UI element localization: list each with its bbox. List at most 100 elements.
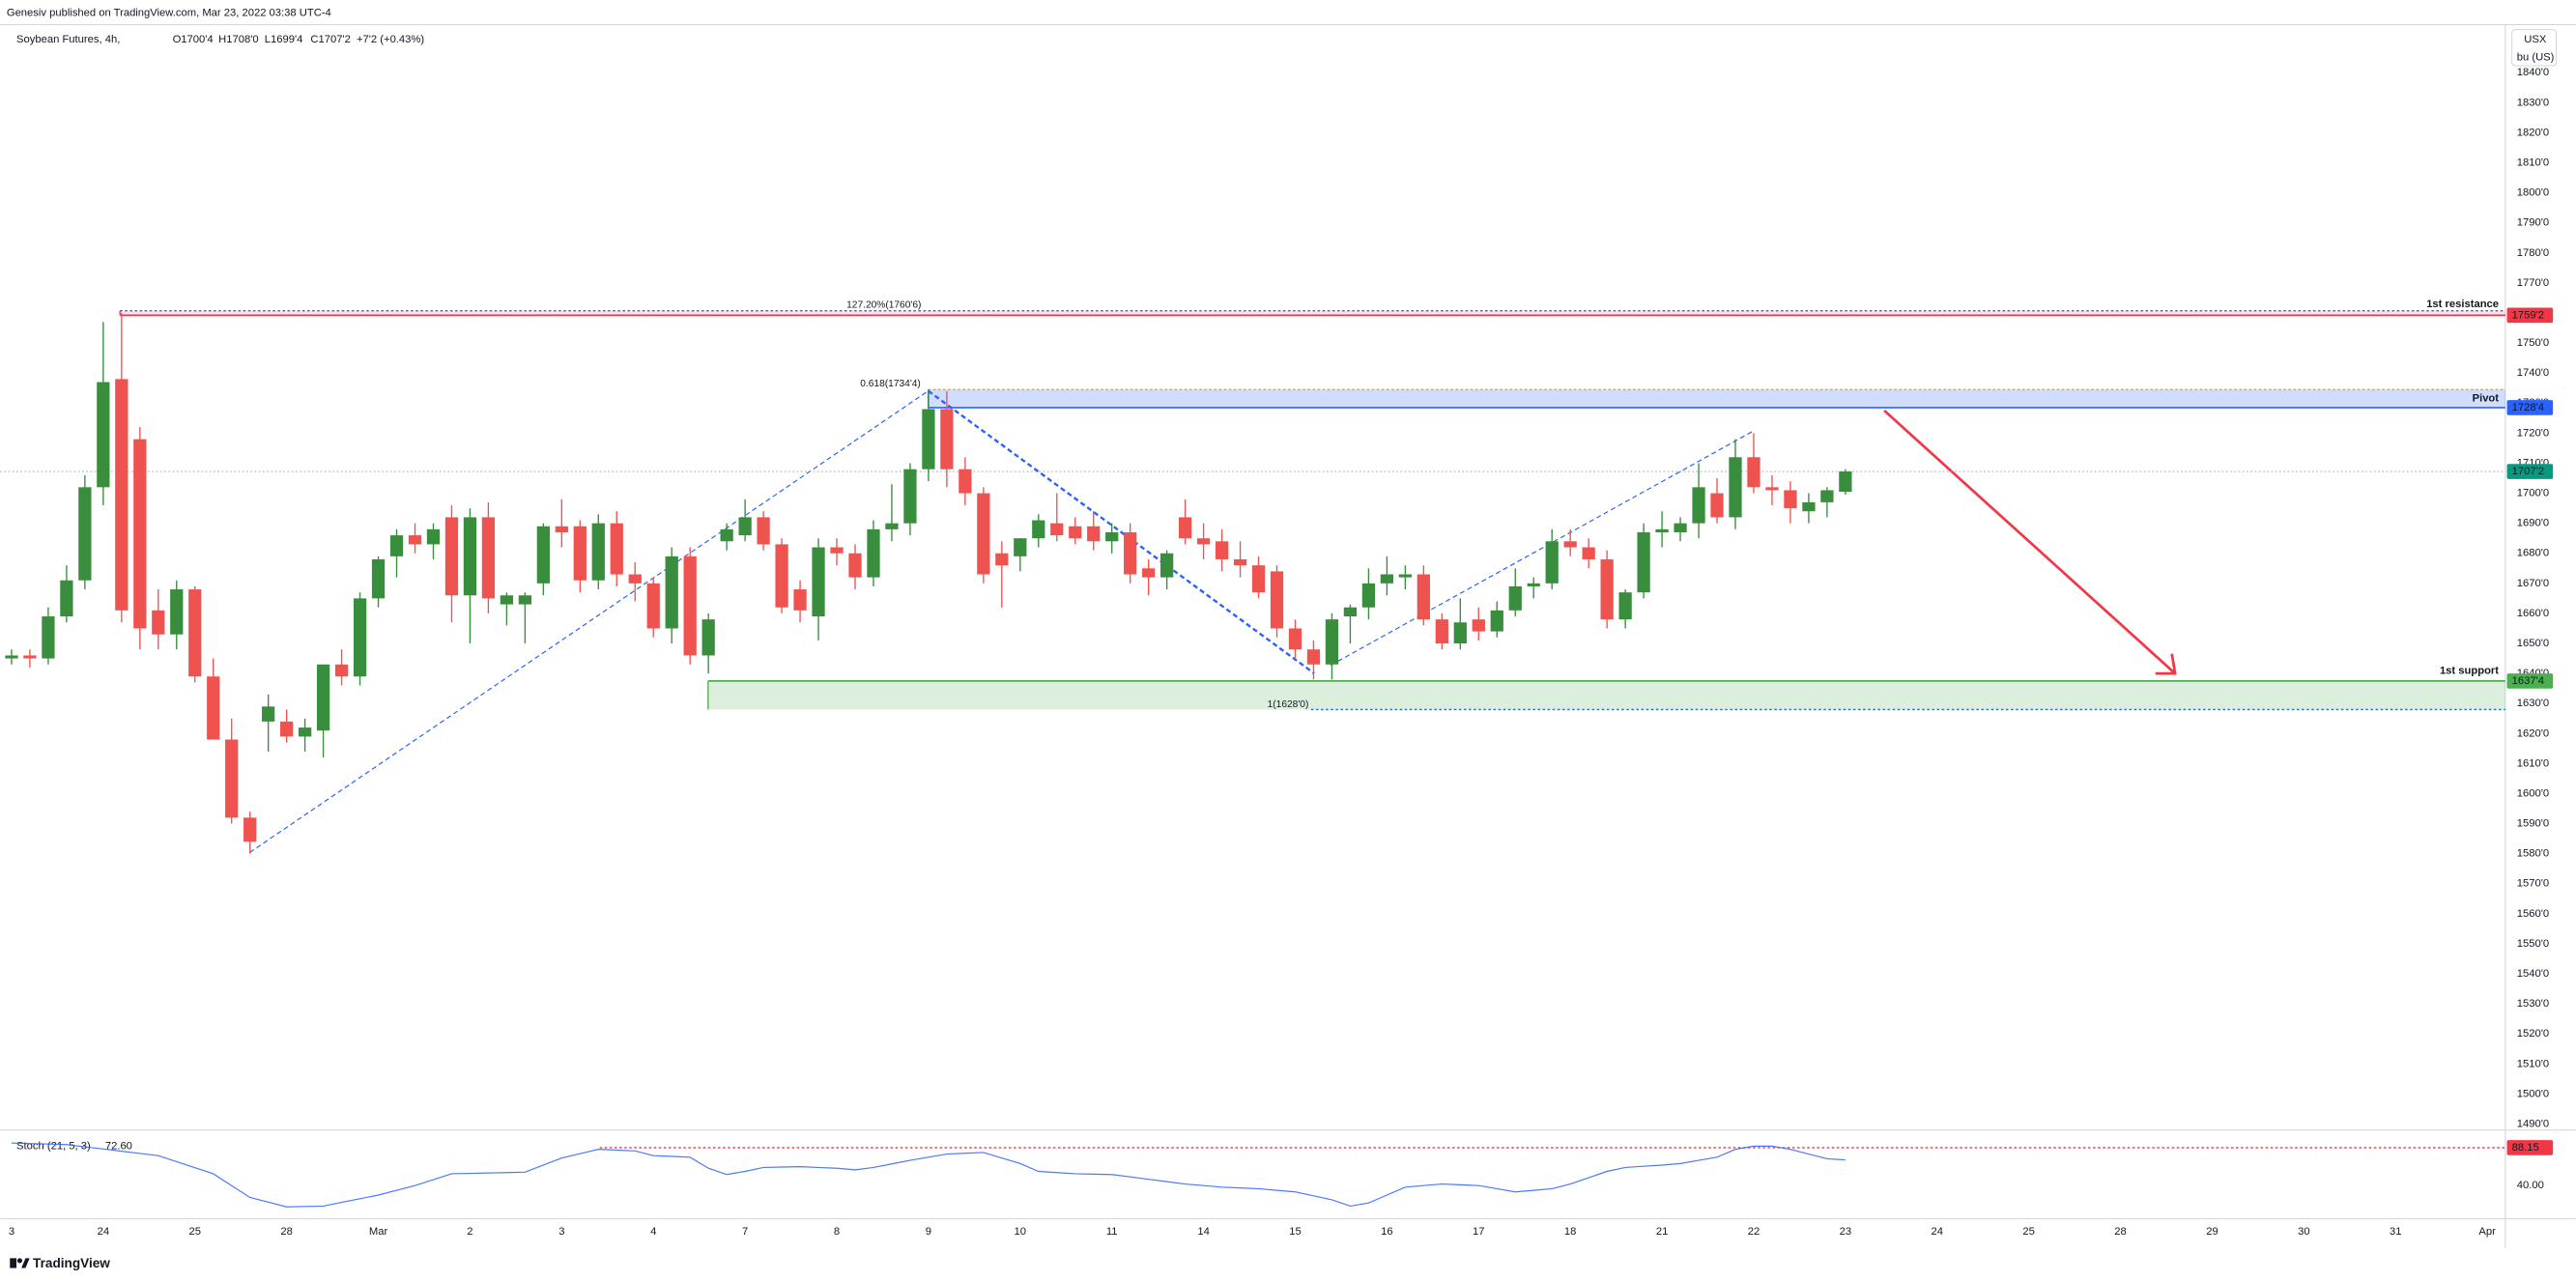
y-tick-label: 1820'0 bbox=[2517, 127, 2549, 138]
candle-body bbox=[1527, 583, 1540, 586]
candle-body bbox=[775, 544, 788, 608]
price-label: 1707'2 bbox=[2512, 466, 2544, 477]
logo-part bbox=[10, 1258, 17, 1268]
candle-body bbox=[1325, 619, 1339, 665]
fib-trend-line bbox=[249, 390, 929, 853]
x-tick-label: 7 bbox=[742, 1226, 748, 1238]
y-tick-label: 1690'0 bbox=[2517, 518, 2549, 529]
candle-body bbox=[334, 664, 349, 677]
candle-body bbox=[1784, 490, 1797, 509]
price-label-box bbox=[2506, 673, 2554, 689]
y-tick-label: 1520'0 bbox=[2517, 1028, 2549, 1040]
candle-body bbox=[1600, 558, 1614, 620]
y-tick-label: 1720'0 bbox=[2517, 427, 2549, 439]
stoch-level-label: 88.15 bbox=[2512, 1142, 2539, 1154]
candle-body bbox=[1196, 538, 1211, 545]
y-tick-label: 1630'0 bbox=[2517, 698, 2549, 709]
candle-body bbox=[1160, 553, 1174, 578]
legend-change: +7'2 (+0.43%) bbox=[357, 34, 424, 45]
candle-body bbox=[1178, 517, 1192, 539]
price-label-box bbox=[2506, 400, 2554, 415]
x-tick-label: 31 bbox=[2390, 1226, 2401, 1238]
candle-body bbox=[426, 528, 441, 545]
y-tick-label: 1670'0 bbox=[2517, 578, 2549, 589]
candle-body bbox=[408, 535, 422, 545]
candle-body bbox=[316, 664, 330, 731]
x-tick-label: 16 bbox=[1381, 1226, 1392, 1238]
candle-body bbox=[1380, 574, 1394, 584]
candle-body bbox=[371, 558, 386, 599]
candle-body bbox=[42, 616, 55, 659]
y-tick-label: 1750'0 bbox=[2517, 337, 2549, 349]
x-tick-label: 2 bbox=[467, 1226, 472, 1238]
level-zone bbox=[120, 310, 2505, 316]
footer-brand: TradingView bbox=[33, 1256, 110, 1270]
candle-body bbox=[1820, 490, 1834, 502]
candle-body bbox=[665, 556, 678, 629]
level-name: Pivot bbox=[2473, 393, 2500, 405]
candle-body bbox=[885, 523, 899, 529]
candle-body bbox=[757, 517, 770, 545]
candle-body bbox=[23, 655, 37, 659]
x-tick-label: 30 bbox=[2298, 1226, 2309, 1238]
y-tick-label: 1790'0 bbox=[2517, 217, 2549, 229]
candle-body bbox=[738, 517, 752, 536]
stoch-value: 72.60 bbox=[105, 1141, 132, 1153]
candle-body bbox=[1453, 622, 1467, 644]
x-tick-label: 17 bbox=[1473, 1226, 1484, 1238]
y-tick-label: 1710'0 bbox=[2517, 457, 2549, 469]
candle-body bbox=[1215, 541, 1229, 559]
candle-body bbox=[188, 589, 202, 677]
candle-body bbox=[646, 583, 660, 629]
candle-body bbox=[1124, 531, 1137, 575]
candle-body bbox=[152, 610, 165, 635]
candle-body bbox=[1306, 649, 1321, 665]
symbol-title: Soybean Futures, 4h, bbox=[16, 34, 120, 45]
level-zone bbox=[928, 389, 2505, 408]
candle-body bbox=[353, 598, 367, 677]
candle-body bbox=[720, 528, 733, 542]
candle-body bbox=[1618, 592, 1632, 620]
candle-body bbox=[830, 547, 844, 554]
fib-label: 127.20%(1760'6) bbox=[846, 299, 921, 310]
candle-body bbox=[298, 727, 312, 737]
x-tick-label: 22 bbox=[1748, 1226, 1760, 1238]
x-tick-label: 10 bbox=[1015, 1226, 1026, 1238]
x-tick-label: 9 bbox=[926, 1226, 931, 1238]
candle-body bbox=[1233, 558, 1247, 566]
y-tick-label: 1500'0 bbox=[2517, 1088, 2549, 1099]
candle-body bbox=[1710, 493, 1724, 518]
candle-body bbox=[170, 589, 184, 635]
candle-body bbox=[225, 739, 239, 818]
x-tick-label: 3 bbox=[9, 1226, 14, 1238]
y-tick-label: 1700'0 bbox=[2517, 488, 2549, 499]
candle-body bbox=[280, 721, 294, 737]
candle-body bbox=[1032, 520, 1045, 539]
arrow bbox=[1883, 410, 2177, 675]
price-label: 1759'2 bbox=[2512, 309, 2544, 321]
candle-body bbox=[444, 517, 459, 596]
candle-body bbox=[1692, 487, 1705, 524]
candle-body bbox=[1582, 547, 1595, 559]
x-tick-label: 4 bbox=[650, 1226, 656, 1238]
candle-body bbox=[1508, 585, 1522, 611]
candle-body bbox=[500, 595, 514, 605]
price-label: 1637'4 bbox=[2512, 675, 2544, 687]
y-tick-label: 1800'0 bbox=[2517, 187, 2549, 199]
y-tick-label: 1610'0 bbox=[2517, 757, 2549, 769]
stoch-tick-label: 40.00 bbox=[2517, 1180, 2544, 1191]
candle-body bbox=[1747, 457, 1760, 488]
candle-body bbox=[1729, 457, 1742, 518]
x-tick-label: 28 bbox=[2114, 1226, 2126, 1238]
y-tick-label: 1650'0 bbox=[2517, 638, 2549, 649]
y-tick-label: 1570'0 bbox=[2517, 878, 2549, 890]
candle-body bbox=[573, 526, 587, 581]
y-tick-label: 1550'0 bbox=[2517, 938, 2549, 950]
candle-body bbox=[995, 553, 1009, 566]
x-tick-label: Apr bbox=[2478, 1226, 2496, 1238]
y-tick-label: 1770'0 bbox=[2517, 277, 2549, 289]
stoch-level-box bbox=[2506, 1140, 2554, 1155]
logo-part bbox=[21, 1258, 30, 1268]
